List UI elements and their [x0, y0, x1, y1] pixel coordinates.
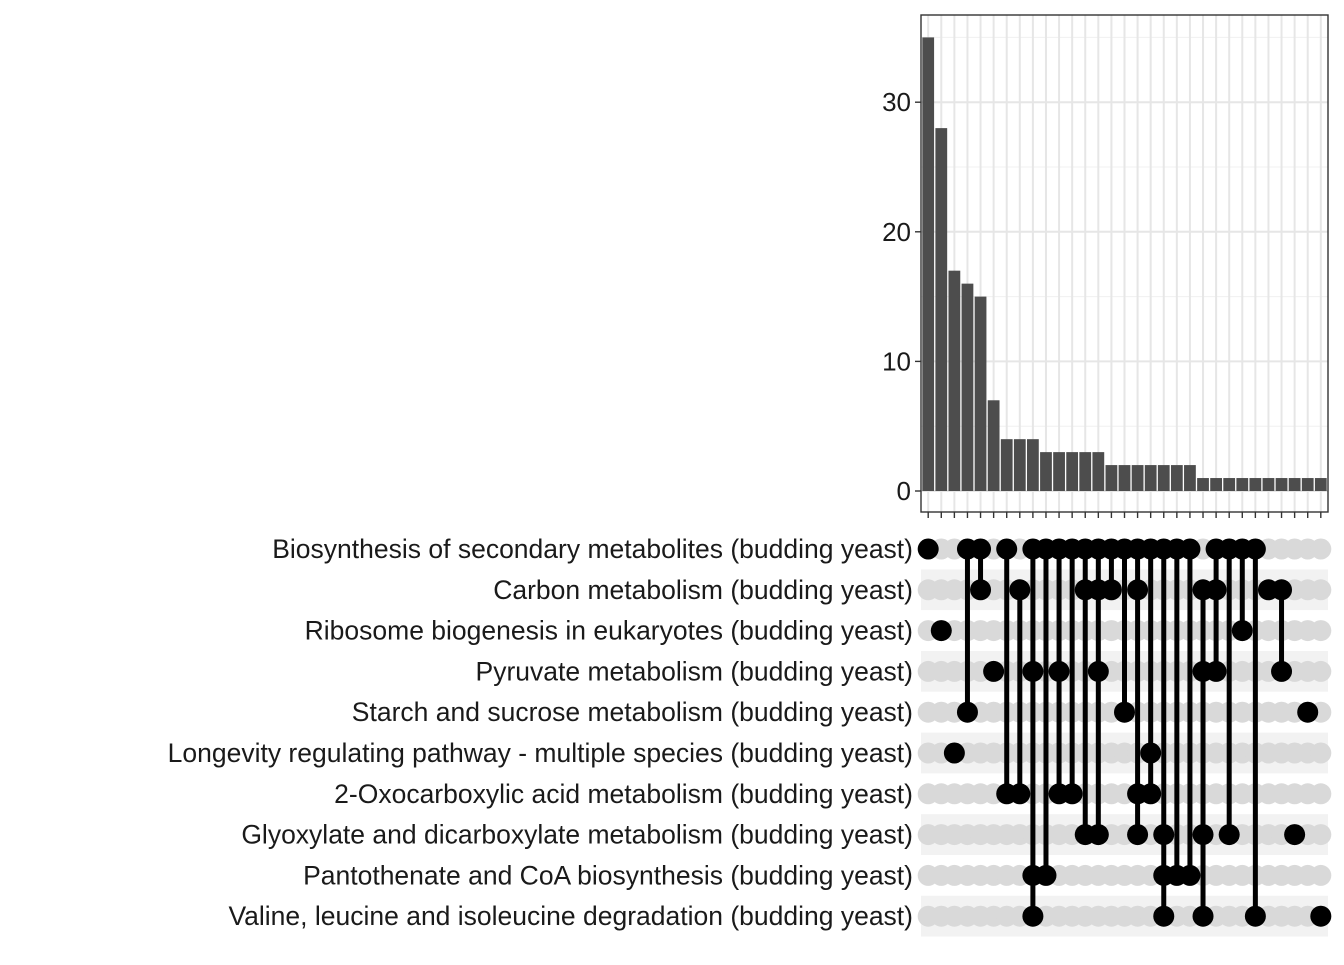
bar [1288, 478, 1301, 491]
bar [1275, 478, 1288, 491]
matrix-filled-dot [1153, 824, 1175, 846]
matrix-filled-dot [930, 620, 952, 642]
bar [1210, 478, 1222, 491]
matrix-filled-dot [1009, 783, 1031, 805]
bar [935, 128, 948, 491]
bar [974, 296, 987, 491]
matrix-filled-dot [1192, 824, 1214, 846]
y-tick-label: 10 [882, 346, 911, 376]
bar [1157, 465, 1170, 491]
matrix-filled-dot [1022, 660, 1044, 682]
matrix-filled-dot [1009, 579, 1031, 601]
set-label: Ribosome biogenesis in eukaryotes (buddi… [305, 616, 913, 646]
matrix-filled-dot [917, 538, 939, 560]
bar [1027, 439, 1039, 491]
matrix-filled-dot [1244, 538, 1266, 560]
matrix-filled-dot [1244, 905, 1266, 927]
matrix-filled-dot [1310, 905, 1332, 927]
matrix-filled-dot [1179, 538, 1201, 560]
matrix-filled-dot [1179, 864, 1201, 886]
bar [1000, 439, 1013, 491]
bar [1223, 478, 1236, 491]
matrix-filled-dot [1061, 783, 1083, 805]
bar [1262, 478, 1275, 491]
matrix-filled-dot [943, 742, 965, 764]
bar [987, 400, 1000, 491]
matrix-empty-dot [1310, 660, 1332, 682]
set-label: Valine, leucine and isoleucine degradati… [228, 901, 913, 931]
matrix-filled-dot [1087, 660, 1109, 682]
y-tick-label: 20 [882, 217, 911, 247]
bar [1184, 465, 1196, 491]
matrix-filled-dot [1114, 701, 1135, 723]
matrix-empty-dot [1310, 579, 1332, 601]
bar [1144, 465, 1157, 491]
matrix-filled-dot [1271, 579, 1293, 601]
matrix-empty-dot [1310, 783, 1332, 805]
matrix-filled-dot [1100, 579, 1122, 601]
matrix-filled-dot [1192, 905, 1214, 927]
matrix-filled-dot [1140, 783, 1162, 805]
matrix-filled-dot [1048, 660, 1070, 682]
matrix-filled-dot [956, 701, 978, 723]
matrix-filled-dot [1022, 905, 1044, 927]
matrix-filled-dot [1297, 701, 1319, 723]
y-tick-label: 30 [882, 87, 911, 117]
set-label: Carbon metabolism (budding yeast) [493, 575, 913, 605]
matrix-filled-dot [1035, 864, 1057, 886]
bar [1013, 439, 1026, 491]
bar [1197, 478, 1209, 491]
bar [1301, 478, 1314, 491]
matrix-empty-dot [1310, 538, 1332, 560]
set-label: Pantothenate and CoA biosynthesis (buddi… [303, 860, 913, 890]
bar [1314, 478, 1327, 491]
bar [1170, 465, 1183, 491]
bar [1131, 465, 1144, 491]
bar [1105, 465, 1118, 491]
set-label: Starch and sucrose metabolism (budding y… [352, 697, 913, 727]
matrix-filled-dot [1087, 824, 1109, 846]
bar [948, 270, 961, 491]
bar [1249, 478, 1262, 491]
bar [961, 283, 974, 491]
matrix-empty-dot [1310, 742, 1332, 764]
matrix-filled-dot [1271, 660, 1293, 682]
matrix-empty-dot [1310, 864, 1332, 886]
matrix-filled-dot [983, 660, 1005, 682]
matrix-filled-dot [1140, 742, 1162, 764]
bar [1053, 452, 1065, 491]
bar [1040, 452, 1052, 491]
matrix-filled-dot [970, 579, 992, 601]
matrix-filled-dot [1205, 579, 1227, 601]
matrix-filled-dot [1284, 824, 1306, 846]
matrix-filled-dot [1127, 579, 1149, 601]
set-label: Glyoxylate and dicarboxylate metabolism … [241, 820, 913, 850]
bar [1079, 452, 1092, 491]
matrix-filled-dot [970, 538, 992, 560]
matrix-empty-dot [1310, 620, 1332, 642]
set-label: 2-Oxocarboxylic acid metabolism (budding… [334, 779, 913, 809]
bar [922, 37, 935, 492]
matrix-filled-dot [1231, 620, 1253, 642]
set-label: Biosynthesis of secondary metabolites (b… [272, 534, 913, 564]
matrix-filled-dot [996, 538, 1018, 560]
set-label: Longevity regulating pathway - multiple … [168, 738, 913, 768]
matrix-filled-dot [1218, 824, 1240, 846]
matrix-empty-dot [1310, 824, 1332, 846]
set-label: Pyruvate metabolism (budding yeast) [476, 656, 913, 686]
bar [1066, 452, 1079, 491]
matrix-filled-dot [1153, 905, 1175, 927]
y-tick-label: 0 [897, 476, 911, 506]
bar [1118, 465, 1131, 491]
matrix-filled-dot [1205, 660, 1227, 682]
matrix-filled-dot [1127, 824, 1149, 846]
bar [1092, 452, 1105, 491]
bar [1236, 478, 1249, 491]
